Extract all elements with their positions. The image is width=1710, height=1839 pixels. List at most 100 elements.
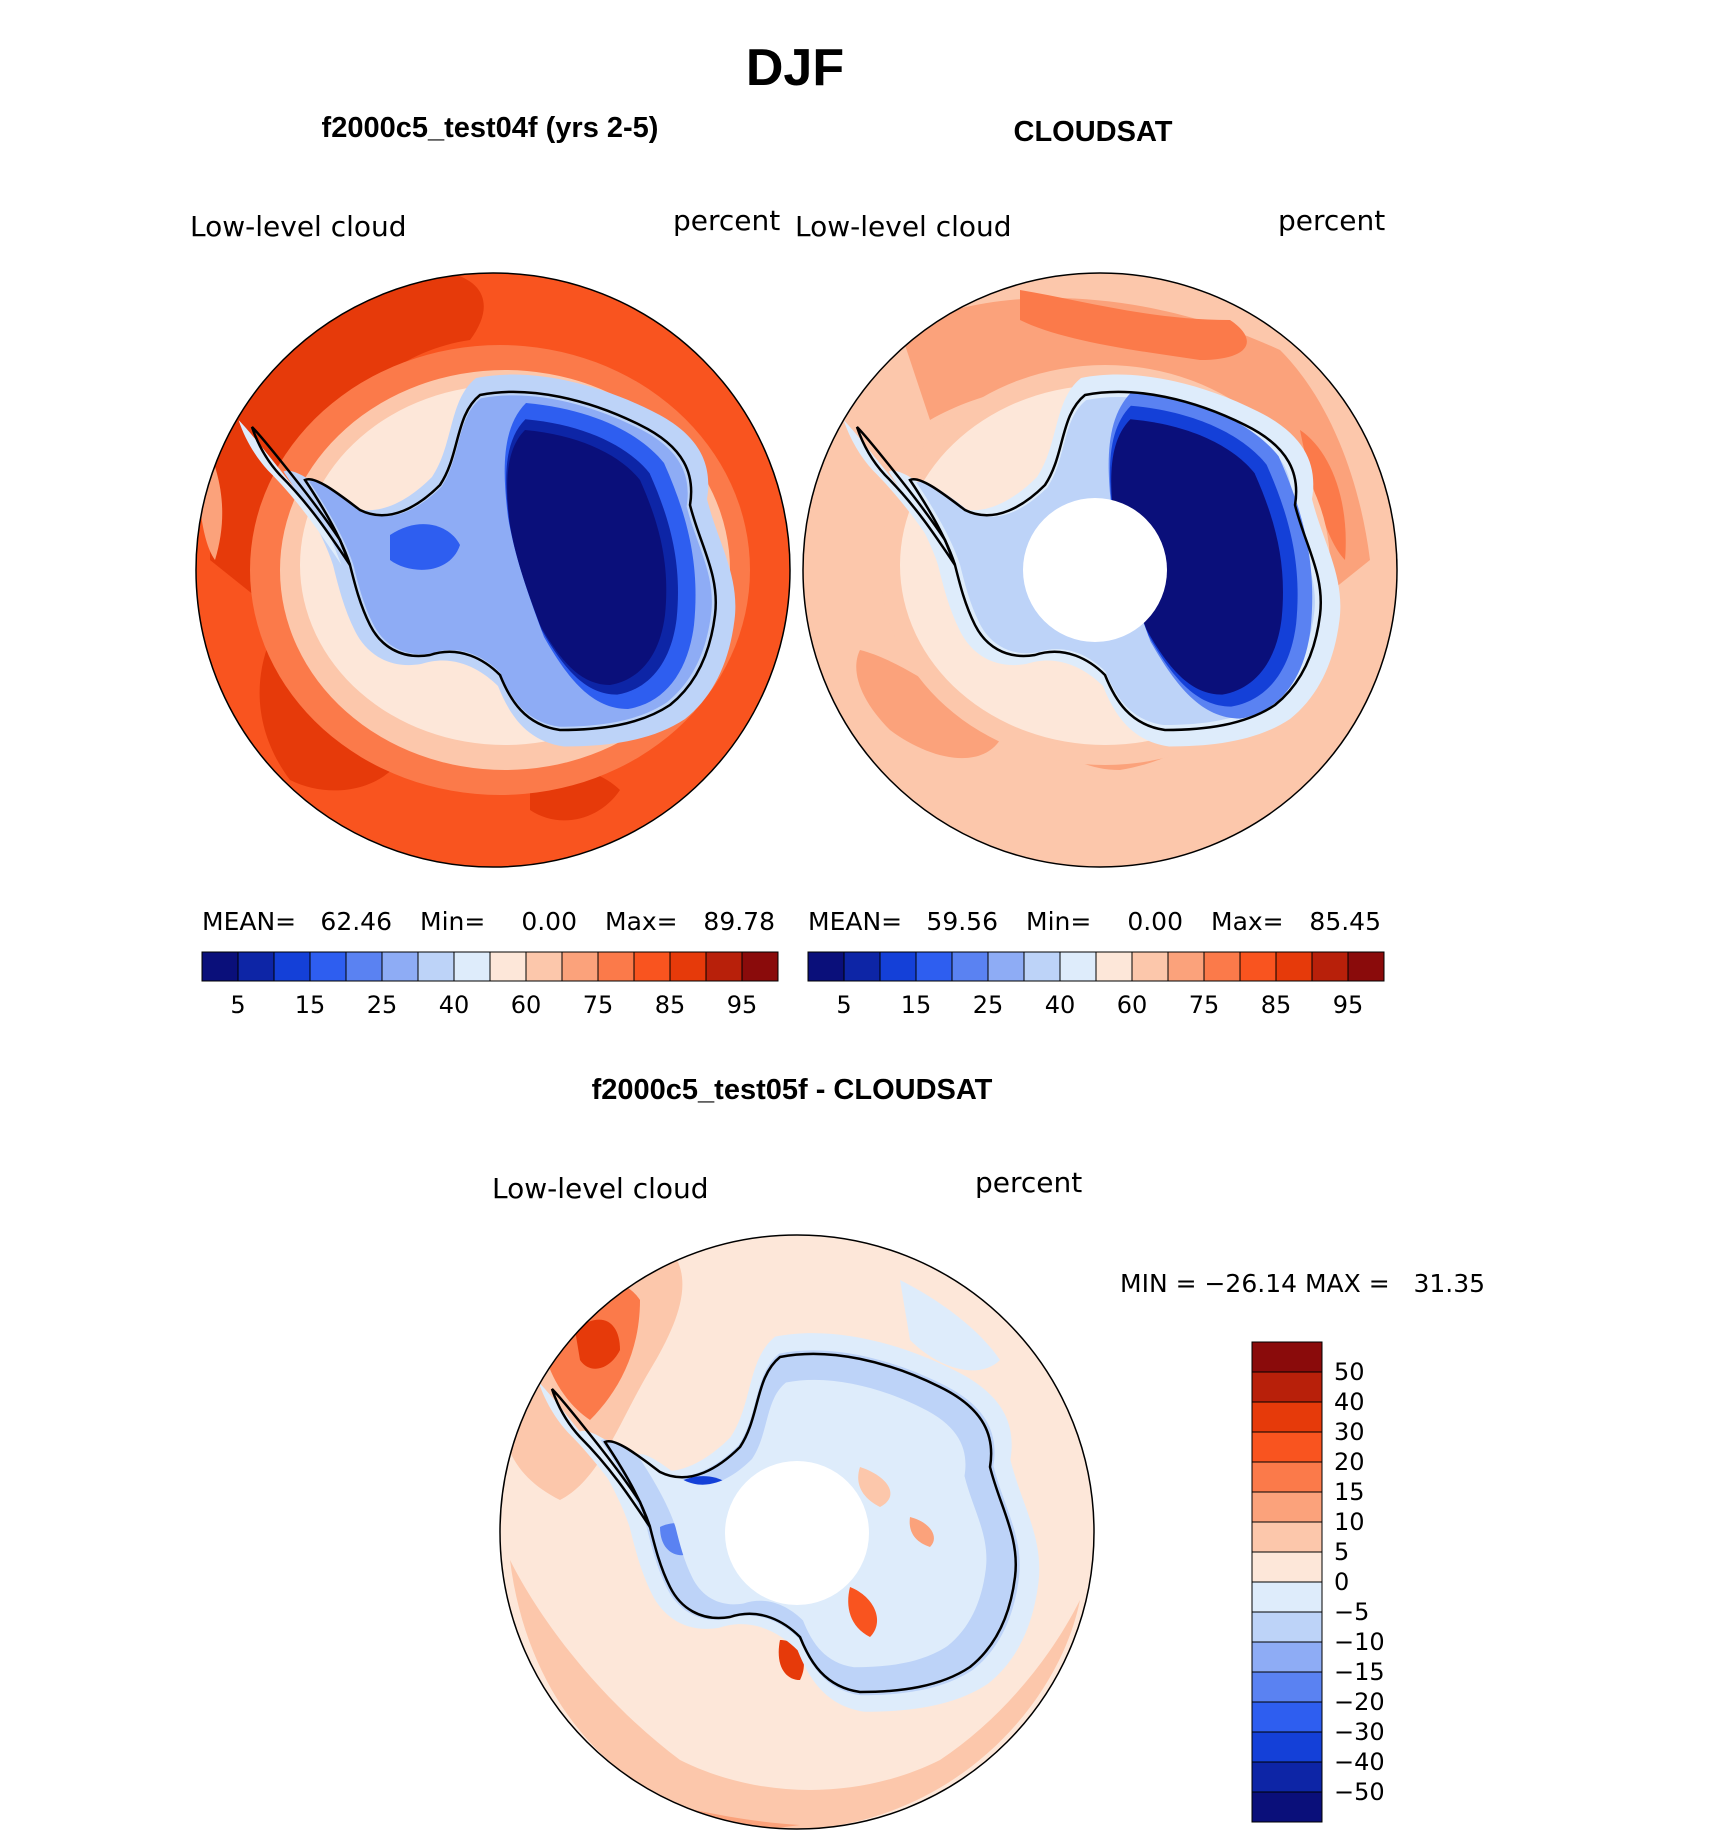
panel-diff-colorbar-tick-label: 10 [1334,1508,1365,1536]
panel-model-variable: Low-level cloud [190,210,407,243]
panel-model-map-border [195,272,791,868]
panel-diff-colorbar-tick-label: 30 [1334,1418,1365,1446]
panel-model-colorbar-swatch [561,951,599,982]
panel-model-map [196,273,790,867]
panel-obs-colorbar-swatch [915,951,953,982]
panel-diff-colorbar-swatch [1251,1401,1323,1433]
panel-diff-colorbar-swatch [1251,1491,1323,1523]
panel-model-colorbar-tick-label: 5 [230,991,245,1019]
panel-diff-colorbar-swatch [1251,1461,1323,1493]
panel-model-colorbar-tick-label: 75 [583,991,614,1019]
panel-model-colorbar-swatch [345,951,383,982]
panel-obs-colorbar-swatch [1203,951,1241,982]
panel-obs-colorbar-swatch [1059,951,1097,982]
panel-obs-colorbar-tick-label: 95 [1333,991,1364,1019]
panel-obs-colorbar-swatch [951,951,989,982]
panel-diff-map-border [499,1234,1095,1830]
panel-model-colorbar-swatch [633,951,671,982]
panel-model-colorbar-tick-label: 15 [295,991,326,1019]
panel-model-colorbar-swatch [417,951,455,982]
panel-obs-colorbar-swatch [1095,951,1133,982]
panel-obs: CLOUDSAT Low-level cloud percent [795,116,1398,1019]
panel-model-colorbar-swatch [381,951,419,982]
panel-obs-colorbar-swatch [1347,951,1385,982]
panel-diff-colorbar-swatch [1251,1581,1323,1613]
panel-diff-colorbar-swatch [1251,1521,1323,1553]
panel-model-colorbar-swatch [525,951,563,982]
panel-obs-colorbar-tick-label: 25 [973,991,1004,1019]
panel-diff-heading: f2000c5_test05f - CLOUDSAT [592,1074,993,1106]
panel-model-max-value: 89.78 [703,907,775,936]
panel-diff-colorbar-swatch [1251,1611,1323,1643]
panel-diff-colorbar-swatch [1251,1371,1323,1403]
panel-model-colorbar-tick-label: 85 [655,991,686,1019]
panel-diff-colorbar-tick-label: 5 [1334,1538,1349,1566]
panel-model-colorbar-swatch [201,951,239,982]
panel-obs-data-hole [1023,498,1167,642]
panel-model-colorbar-swatch [741,951,779,982]
panel-model-stats: MEAN= 62.46 Min= 0.00 Max= 89.78 [202,907,775,936]
panel-model-min-value: 0.00 [521,907,577,936]
panel-model-colorbar-swatch [489,951,527,982]
panel-diff-colorbar-tick-label: −5 [1334,1598,1369,1626]
panel-diff-colorbar-swatch [1251,1671,1323,1703]
panel-obs-colorbar-tick-label: 40 [1045,991,1076,1019]
panel-diff-colorbar-tick-label: 50 [1334,1358,1365,1386]
panel-model-colorbar-swatch [597,951,635,982]
panel-obs-heading: CLOUDSAT [1014,116,1173,148]
panel-obs-map-border [802,272,1398,868]
panel-diff-colorbar-tick-label: −20 [1334,1688,1385,1716]
panel-model-units: percent [673,204,780,237]
panel-obs-colorbar-tick-label: 85 [1261,991,1292,1019]
panel-diff-colorbar-swatch [1251,1341,1323,1373]
panel-obs-colorbar-swatch [807,951,845,982]
panel-obs-colorbar-swatch [1167,951,1205,982]
panel-model-colorbar-swatch [273,951,311,982]
panel-model-colorbar-tick-label: 25 [367,991,398,1019]
panel-diff-variable: Low-level cloud [492,1172,709,1205]
panel-obs-colorbar-swatch [1239,951,1277,982]
panel-obs-min-label: Min= [1026,907,1091,936]
panel-model-max-label: Max= [605,907,678,936]
panel-diff-range: MIN = −26.14 MAX = 31.35 [1120,1269,1485,1298]
panel-obs-colorbar-swatch [1023,951,1061,982]
panel-obs-colorbar-tick-label: 5 [836,991,851,1019]
panel-diff-colorbar-tick-label: −30 [1334,1718,1385,1746]
panel-obs-colorbar-swatch [843,951,881,982]
panel-diff-colorbar-tick-label: 20 [1334,1448,1365,1476]
panel-diff-colorbar-tick-label: −40 [1334,1748,1385,1776]
panel-obs-colorbar-swatch [987,951,1025,982]
panel-diff-colorbar-tick-label: −10 [1334,1628,1385,1656]
panel-diff-units: percent [975,1166,1082,1199]
panel-obs-variable: Low-level cloud [795,210,1012,243]
panel-diff-map [500,1235,1094,1829]
panel-model-colorbar-swatch [237,951,275,982]
panel-obs-colorbar-swatch [1131,951,1169,982]
panel-model-colorbar-swatch [669,951,707,982]
panel-model-mean-label: MEAN= [202,907,296,936]
panel-obs-units: percent [1278,204,1385,237]
panel-obs-colorbar-swatch [879,951,917,982]
panel-obs-map [803,273,1397,867]
panel-obs-mean-label: MEAN= [808,907,902,936]
panel-model-colorbar-tick-label: 95 [727,991,758,1019]
panel-obs-max-value: 85.45 [1309,907,1381,936]
panel-model-colorbar-tick-label: 40 [439,991,470,1019]
panel-diff-colorbar-tick-label: −15 [1334,1658,1385,1686]
panel-diff-colorbar-tick-label: 0 [1334,1568,1349,1596]
panel-diff-colorbar-swatch [1251,1761,1323,1793]
panel-obs-colorbar-tick-label: 15 [901,991,932,1019]
panel-model-colorbar-swatch [309,951,347,982]
panel-model-heading: f2000c5_test04f (yrs 2-5) [322,112,659,144]
panel-diff-colorbar-tick-label: 15 [1334,1478,1365,1506]
panel-diff-colorbar-swatch [1251,1701,1323,1733]
panel-model-colorbar-tick-label: 60 [511,991,542,1019]
panel-diff-colorbar-swatch [1251,1731,1323,1763]
panel-diff-data-hole [725,1461,869,1605]
panel-obs-mean-value: 59.56 [926,907,998,936]
panel-model-min-label: Min= [420,907,485,936]
panel-obs-colorbar-tick-label: 75 [1189,991,1220,1019]
panel-obs-min-value: 0.00 [1127,907,1183,936]
